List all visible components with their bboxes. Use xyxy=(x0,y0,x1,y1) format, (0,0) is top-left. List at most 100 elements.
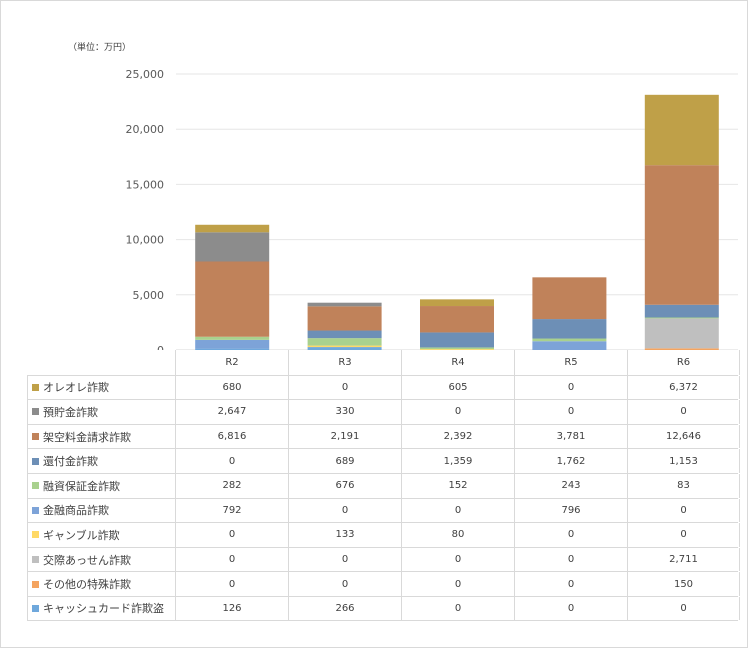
data-label: 0 xyxy=(401,400,514,424)
series-name: 預貯金詐欺 xyxy=(43,405,98,419)
data-label: 243 xyxy=(514,474,627,498)
bar-segment xyxy=(644,318,719,349)
data-label: 0 xyxy=(514,400,627,424)
series-name: ギャンブル詐欺 xyxy=(43,528,120,542)
data-label: 0 xyxy=(175,523,288,547)
data-label: 0 xyxy=(175,547,288,572)
series-name: その他の特殊詐欺 xyxy=(43,578,131,592)
table-header-row: R2 R3 R4 R5 R6 xyxy=(27,350,740,375)
data-label: 152 xyxy=(401,474,514,498)
series-name: キャッシュカード詐欺盗 xyxy=(43,602,164,616)
bar-segment xyxy=(644,165,719,305)
series-name: 還付金詐欺 xyxy=(43,455,98,469)
table-row: 交際あっせん詐欺 0 0 0 0 2,711 xyxy=(27,546,740,572)
series-label-cell: 融資保証金詐欺 xyxy=(27,474,175,498)
data-label: 1,762 xyxy=(514,449,627,473)
bar-segment xyxy=(420,306,494,333)
legend-swatch xyxy=(32,457,39,465)
legend-swatch xyxy=(32,556,39,564)
y-tick-label: 0 xyxy=(157,344,164,350)
data-label: 0 xyxy=(514,572,627,596)
data-label: 330 xyxy=(288,400,401,424)
data-label: 0 xyxy=(627,523,740,547)
legend-swatch xyxy=(32,433,39,441)
data-label: 796 xyxy=(514,498,627,523)
data-label: 0 xyxy=(514,523,627,547)
table-row: 還付金詐欺 0 689 1,359 1,762 1,153 xyxy=(27,448,740,473)
x-category-label: R4 xyxy=(401,350,514,375)
bar-segment xyxy=(532,338,607,342)
series-label-cell: キャッシュカード詐欺盗 xyxy=(27,597,175,620)
data-label: 1,359 xyxy=(401,449,514,473)
series-name: オレオレ詐欺 xyxy=(43,381,109,395)
bar-segment xyxy=(307,330,382,339)
data-label: 0 xyxy=(514,375,627,400)
bar-segment xyxy=(532,277,607,320)
bar-segment xyxy=(195,232,270,262)
bar-segment xyxy=(195,348,270,350)
data-label: 0 xyxy=(401,498,514,523)
data-label: 605 xyxy=(401,375,514,400)
bar-segment xyxy=(195,261,270,337)
bar-segment xyxy=(195,339,270,349)
data-label: 282 xyxy=(175,474,288,498)
series-label-cell: 架空料金請求詐欺 xyxy=(27,424,175,449)
legend-swatch xyxy=(32,531,39,539)
series-label-cell: ギャンブル詐欺 xyxy=(27,523,175,547)
data-label: 680 xyxy=(175,375,288,400)
series-label-cell: 金融商品詐欺 xyxy=(27,498,175,523)
legend-swatch xyxy=(32,580,39,588)
y-tick-label: 5,000 xyxy=(133,289,165,302)
bar-segment xyxy=(644,94,719,166)
data-label: 0 xyxy=(288,498,401,523)
x-category-label: R6 xyxy=(627,350,740,375)
bar-segment xyxy=(644,304,719,318)
data-label: 0 xyxy=(288,547,401,572)
table-row: 金融商品詐欺 792 0 0 796 0 xyxy=(27,497,740,523)
data-label: 0 xyxy=(175,572,288,596)
bar-segment xyxy=(532,341,607,350)
data-label: 150 xyxy=(627,572,740,596)
data-label: 0 xyxy=(514,597,627,620)
data-label: 0 xyxy=(288,375,401,400)
data-label: 792 xyxy=(175,498,288,523)
legend-swatch xyxy=(32,482,39,490)
bar-segment xyxy=(644,317,719,319)
table-row: 融資保証金詐欺 282 676 152 243 83 xyxy=(27,473,740,498)
bar-segment xyxy=(532,319,607,339)
data-label: 80 xyxy=(401,523,514,547)
table-header-empty-cell xyxy=(27,350,175,375)
x-category-label: R5 xyxy=(514,350,627,375)
stacked-bar-chart: 0 5,000 10,000 15,000 20,000 25,000 xyxy=(126,68,738,350)
data-label: 0 xyxy=(401,572,514,596)
series-label-cell: 預貯金詐欺 xyxy=(27,400,175,424)
y-tick-label: 25,000 xyxy=(126,68,165,81)
series-label-cell: 還付金詐欺 xyxy=(27,449,175,473)
data-label: 2,711 xyxy=(627,547,740,572)
data-label: 0 xyxy=(401,547,514,572)
data-label: 0 xyxy=(627,498,740,523)
y-tick-label: 10,000 xyxy=(126,234,165,247)
bar-segment xyxy=(644,348,719,350)
data-label: 6,372 xyxy=(627,375,740,400)
table-row: 架空料金請求詐欺 6,816 2,191 2,392 3,781 12,646 xyxy=(27,423,740,449)
data-label: 0 xyxy=(401,597,514,620)
bar-segment xyxy=(307,306,382,331)
x-category-label: R2 xyxy=(175,350,288,375)
unit-label: （単位：万円） xyxy=(68,43,132,53)
legend-swatch xyxy=(32,604,39,612)
data-label: 0 xyxy=(175,449,288,473)
table-row: オレオレ詐欺 680 0 605 0 6,372 xyxy=(27,374,740,400)
series-name: 融資保証金詐欺 xyxy=(43,479,120,493)
bar-segment xyxy=(420,299,494,307)
series-name: 架空料金請求詐欺 xyxy=(43,430,131,444)
bar-segment xyxy=(195,224,270,233)
y-tick-label: 20,000 xyxy=(126,123,165,136)
table-row: ギャンブル詐欺 0 133 80 0 0 xyxy=(27,522,740,547)
series-name: 交際あっせん詐欺 xyxy=(43,553,131,567)
series-name: 金融商品詐欺 xyxy=(43,504,109,518)
data-label: 266 xyxy=(288,597,401,620)
data-label: 2,191 xyxy=(288,424,401,449)
table-row: その他の特殊詐欺 0 0 0 0 150 xyxy=(27,571,740,596)
bar-segment xyxy=(420,332,494,348)
